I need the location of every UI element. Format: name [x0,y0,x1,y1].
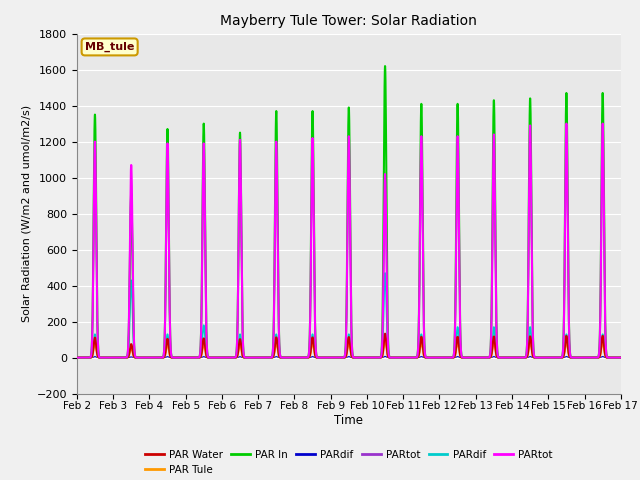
Y-axis label: Solar Radiation (W/m2 and umol/m2/s): Solar Radiation (W/m2 and umol/m2/s) [21,105,31,322]
Legend: PAR Water, PAR Tule, PAR In, PARdif, PARtot, PARdif, PARtot: PAR Water, PAR Tule, PAR In, PARdif, PAR… [141,445,557,479]
X-axis label: Time: Time [334,414,364,427]
Text: MB_tule: MB_tule [85,42,134,52]
Title: Mayberry Tule Tower: Solar Radiation: Mayberry Tule Tower: Solar Radiation [220,14,477,28]
